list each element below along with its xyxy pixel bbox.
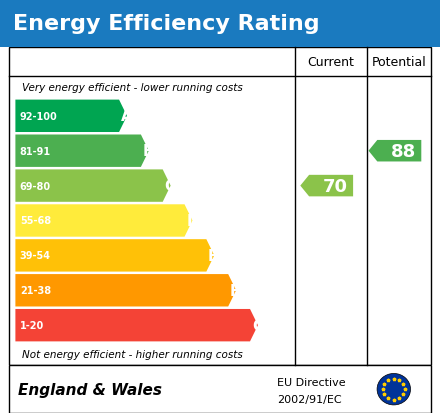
Polygon shape: [15, 100, 127, 133]
Text: 81-91: 81-91: [20, 146, 51, 157]
Polygon shape: [368, 140, 422, 162]
Text: C: C: [165, 179, 176, 194]
Polygon shape: [15, 309, 258, 342]
Text: 2002/91/EC: 2002/91/EC: [277, 394, 342, 404]
Bar: [0, 0, 440, 47]
Polygon shape: [15, 240, 214, 272]
Text: Current: Current: [308, 55, 355, 69]
Text: 21-38: 21-38: [20, 285, 51, 296]
Text: 39-54: 39-54: [20, 251, 51, 261]
Polygon shape: [300, 176, 353, 197]
Circle shape: [377, 373, 411, 405]
Text: Energy Efficiency Rating: Energy Efficiency Rating: [13, 14, 320, 34]
Polygon shape: [15, 135, 149, 168]
Polygon shape: [15, 170, 171, 202]
Text: Potential: Potential: [372, 55, 427, 69]
Text: B: B: [143, 144, 154, 159]
Text: EU Directive: EU Directive: [277, 377, 346, 387]
Text: D: D: [186, 214, 199, 228]
Text: 70: 70: [323, 177, 348, 195]
Bar: [9, 366, 431, 413]
Polygon shape: [15, 205, 192, 237]
Text: 55-68: 55-68: [20, 216, 51, 226]
Text: 92-100: 92-100: [20, 112, 58, 121]
Text: 1-20: 1-20: [20, 320, 44, 330]
Text: G: G: [252, 318, 264, 333]
Polygon shape: [15, 274, 236, 307]
Text: 69-80: 69-80: [20, 181, 51, 191]
Text: E: E: [208, 248, 219, 263]
Bar: [9, 47, 431, 366]
Text: England & Wales: England & Wales: [18, 382, 161, 397]
Text: F: F: [230, 283, 240, 298]
Text: A: A: [121, 109, 132, 124]
Text: Not energy efficient - higher running costs: Not energy efficient - higher running co…: [22, 349, 243, 359]
Text: Very energy efficient - lower running costs: Very energy efficient - lower running co…: [22, 83, 243, 93]
Text: 88: 88: [391, 142, 416, 160]
Bar: [0, 366, 440, 413]
